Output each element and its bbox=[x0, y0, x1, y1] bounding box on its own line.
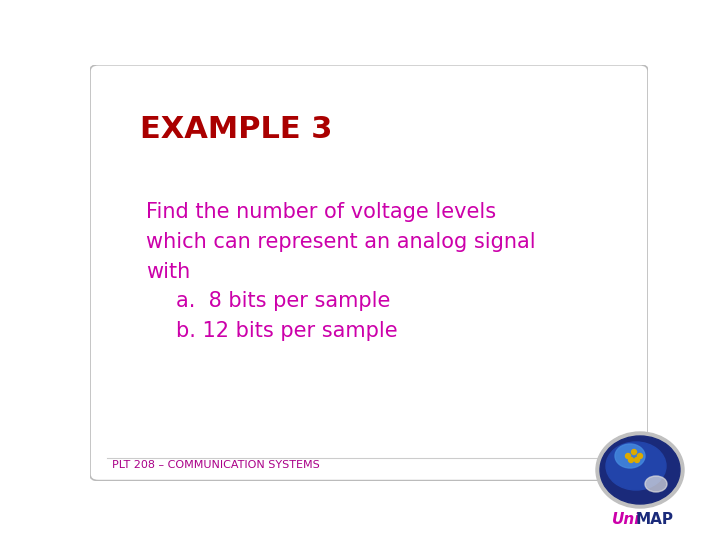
Circle shape bbox=[631, 449, 636, 455]
Text: PLT 208 – COMMUNICATION SYSTEMS: PLT 208 – COMMUNICATION SYSTEMS bbox=[112, 460, 320, 470]
Ellipse shape bbox=[615, 444, 645, 468]
Text: EXAMPLE 3: EXAMPLE 3 bbox=[140, 114, 333, 144]
Text: with: with bbox=[145, 262, 190, 282]
Text: Uni: Uni bbox=[612, 512, 641, 527]
Circle shape bbox=[626, 454, 631, 458]
FancyBboxPatch shape bbox=[90, 65, 648, 481]
Ellipse shape bbox=[645, 476, 667, 492]
Text: Find the number of voltage levels: Find the number of voltage levels bbox=[145, 202, 496, 222]
Circle shape bbox=[629, 457, 634, 462]
Circle shape bbox=[634, 457, 639, 462]
Ellipse shape bbox=[596, 432, 684, 508]
Text: a.  8 bits per sample: a. 8 bits per sample bbox=[176, 292, 391, 312]
Circle shape bbox=[637, 454, 642, 458]
Text: which can represent an analog signal: which can represent an analog signal bbox=[145, 232, 536, 252]
Ellipse shape bbox=[600, 436, 680, 504]
Text: MAP: MAP bbox=[636, 512, 674, 527]
Ellipse shape bbox=[606, 442, 666, 490]
Text: b. 12 bits per sample: b. 12 bits per sample bbox=[176, 321, 398, 341]
